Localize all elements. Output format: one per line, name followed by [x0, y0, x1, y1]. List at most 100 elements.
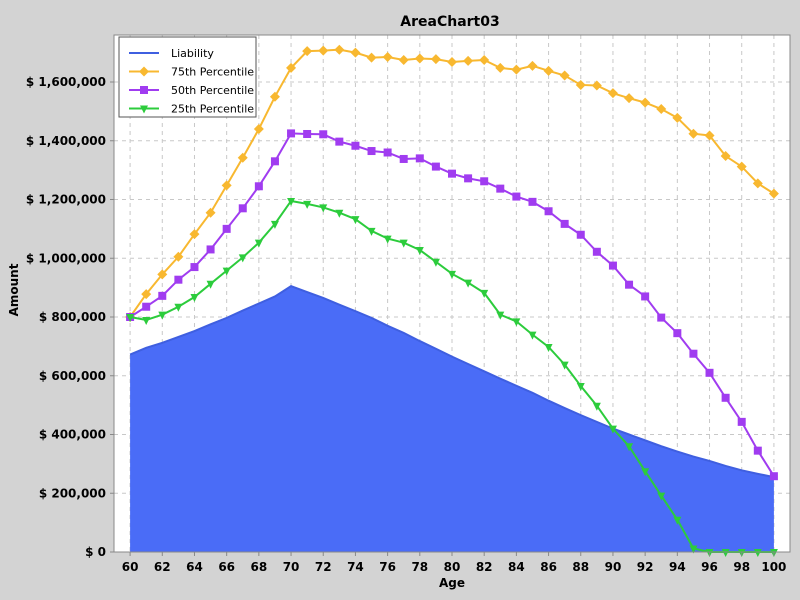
- data-point: [721, 393, 730, 402]
- data-point: [688, 128, 699, 139]
- data-point: [174, 303, 183, 312]
- data-point: [480, 289, 489, 298]
- data-point: [350, 47, 361, 58]
- x-tick-label: 74: [347, 560, 364, 574]
- legend-box: [118, 36, 257, 118]
- data-point: [140, 105, 148, 114]
- data-point: [205, 207, 216, 218]
- y-axis-label: Amount: [7, 263, 21, 316]
- data-point: [592, 247, 601, 256]
- x-tick-label: 86: [540, 560, 557, 574]
- data-point: [673, 329, 682, 338]
- data-point: [431, 162, 440, 171]
- data-point: [544, 343, 553, 352]
- data-point: [752, 178, 763, 189]
- data-point: [720, 151, 731, 162]
- data-point: [206, 245, 215, 254]
- data-point: [415, 154, 424, 163]
- data-point: [383, 235, 392, 244]
- data-point: [158, 291, 167, 300]
- x-tick-label: 62: [154, 560, 171, 574]
- data-point: [448, 270, 456, 279]
- data-point: [607, 88, 618, 99]
- legend-item: 50th Percentile: [129, 84, 254, 97]
- data-point: [431, 258, 440, 267]
- y-tick-label: $ 1,600,000: [26, 75, 106, 89]
- data-point: [463, 55, 474, 66]
- data-point: [495, 62, 506, 73]
- data-point: [705, 368, 714, 377]
- data-point: [287, 197, 296, 206]
- data-point: [140, 86, 148, 94]
- legend-item: 75th Percentile: [129, 66, 254, 79]
- x-tick-label: 64: [186, 560, 203, 574]
- y-tick-label: $ 1,000,000: [26, 251, 106, 265]
- data-point: [415, 247, 424, 256]
- x-tick-label: 92: [637, 560, 654, 574]
- data-point: [189, 229, 200, 240]
- data-point: [591, 80, 602, 91]
- data-point: [157, 269, 168, 280]
- x-tick-label: 70: [283, 560, 300, 574]
- data-point: [141, 289, 152, 300]
- legend-item: 25th Percentile: [129, 103, 254, 116]
- data-point: [560, 219, 569, 228]
- y-tick-label: $ 0: [85, 545, 106, 559]
- data-point: [768, 188, 779, 199]
- data-point: [608, 261, 617, 270]
- data-point: [737, 417, 746, 426]
- x-axis-label: Age: [439, 576, 465, 590]
- series-50th-percentile: [126, 129, 778, 481]
- x-tick-label: 66: [218, 560, 235, 574]
- data-point: [414, 53, 425, 64]
- data-point: [253, 124, 264, 134]
- data-point: [689, 349, 698, 358]
- x-tick-label: 76: [379, 560, 396, 574]
- x-tick-label: 68: [251, 560, 268, 574]
- data-point: [528, 331, 537, 340]
- data-point: [496, 311, 505, 320]
- x-axis: 60 62 64 66 68 70 72 74 76 78 80 82 84 86 88 90 92 94 96 98…: [122, 552, 786, 574]
- data-point: [238, 254, 247, 263]
- data-point: [625, 280, 634, 289]
- data-point: [303, 200, 312, 209]
- data-point: [303, 129, 312, 138]
- data-point: [222, 267, 231, 276]
- data-point: [270, 157, 279, 166]
- data-point: [464, 174, 473, 183]
- legend-label: 75th Percentile: [171, 66, 254, 79]
- data-point: [753, 446, 762, 455]
- area-line: [129, 285, 775, 479]
- x-tick-label: 88: [572, 560, 589, 574]
- data-point: [382, 52, 393, 63]
- data-point: [238, 204, 247, 213]
- data-point: [496, 184, 505, 193]
- y-tick-label: $ 600,000: [39, 369, 106, 383]
- data-point: [641, 468, 650, 477]
- data-point: [383, 148, 392, 157]
- x-tick-label: 96: [701, 560, 718, 574]
- data-point: [592, 402, 601, 411]
- data-point: [657, 492, 666, 501]
- data-point: [527, 60, 538, 71]
- data-point: [624, 93, 635, 104]
- y-axis: $ 0 $ 200,000 $ 400,000 $ 600,000 $ 800,000 $…: [26, 75, 114, 559]
- y-tick-label: $ 400,000: [39, 428, 106, 442]
- data-point: [560, 361, 569, 370]
- x-tick-label: 98: [733, 560, 750, 574]
- x-tick-label: 72: [315, 560, 332, 574]
- data-point: [366, 52, 377, 63]
- data-point: [126, 314, 135, 322]
- data-point: [286, 62, 297, 73]
- data-point: [318, 45, 329, 56]
- data-point: [351, 141, 360, 150]
- data-point: [351, 216, 360, 225]
- chart-title: AreaChart03: [400, 14, 499, 30]
- y-tick-label: $ 1,400,000: [26, 134, 106, 148]
- x-tick-label: 82: [476, 560, 493, 574]
- data-point: [399, 239, 408, 248]
- data-point: [608, 425, 617, 434]
- x-tick-label: 94: [669, 560, 686, 574]
- data-point: [672, 112, 683, 123]
